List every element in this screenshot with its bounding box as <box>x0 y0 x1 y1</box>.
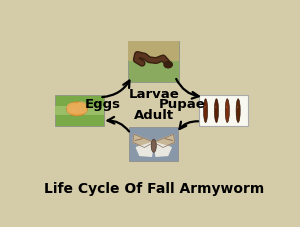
FancyBboxPatch shape <box>128 42 179 82</box>
Ellipse shape <box>67 102 88 116</box>
Circle shape <box>67 108 75 114</box>
Circle shape <box>79 108 87 114</box>
Ellipse shape <box>205 106 206 109</box>
Polygon shape <box>133 135 154 148</box>
FancyBboxPatch shape <box>55 106 104 116</box>
Polygon shape <box>136 143 154 157</box>
Text: Adult: Adult <box>134 108 174 121</box>
Circle shape <box>164 62 172 69</box>
Polygon shape <box>154 143 171 157</box>
Ellipse shape <box>226 106 227 109</box>
FancyBboxPatch shape <box>55 95 104 127</box>
Text: Larvae: Larvae <box>128 88 179 101</box>
Ellipse shape <box>151 140 156 153</box>
Text: Pupae: Pupae <box>158 98 205 111</box>
Ellipse shape <box>236 99 240 123</box>
Ellipse shape <box>225 99 230 123</box>
FancyBboxPatch shape <box>199 95 248 127</box>
Circle shape <box>76 102 87 110</box>
FancyBboxPatch shape <box>128 42 179 62</box>
Polygon shape <box>154 135 175 148</box>
Text: Eggs: Eggs <box>85 98 121 111</box>
Circle shape <box>67 103 78 112</box>
Ellipse shape <box>214 99 218 123</box>
Text: Life Cycle Of Fall Armyworm: Life Cycle Of Fall Armyworm <box>44 181 264 195</box>
FancyBboxPatch shape <box>129 128 178 161</box>
Circle shape <box>72 108 82 115</box>
Ellipse shape <box>215 106 216 109</box>
Ellipse shape <box>203 99 208 123</box>
Ellipse shape <box>237 106 238 109</box>
